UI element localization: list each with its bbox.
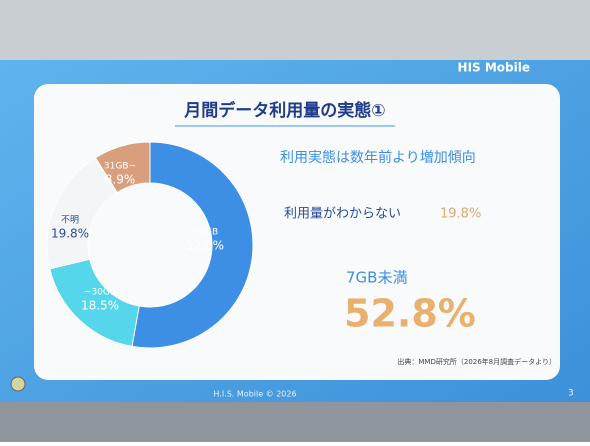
donut-segment <box>94 141 151 194</box>
footer: H.I.S. Mobile © 2026 <box>213 390 296 399</box>
source: 出典：MMD研究所（2026年8月調査データより） <box>397 357 556 366</box>
segment-value: 52.8% <box>186 239 224 253</box>
annotation: 利用量がわからない <box>284 207 401 222</box>
chart-title: 月間データ利用量の実態① <box>183 100 385 121</box>
segment-value: 18.5% <box>81 299 119 313</box>
page-number: 3 <box>568 389 574 399</box>
ceiling <box>0 0 590 62</box>
segment-category: ~7GB <box>192 228 218 238</box>
segment-category: 不明 <box>61 215 79 226</box>
annotation: 52.8% <box>344 292 476 336</box>
annotation: 19.8% <box>440 207 481 222</box>
annotation: 7GB未満 <box>346 269 407 287</box>
donut-segment <box>131 141 254 349</box>
logo: HIS Mobile <box>458 61 530 75</box>
annotation: 利用実態は数年前より増加傾向 <box>280 149 476 166</box>
pen-icon[interactable] <box>10 376 26 392</box>
segment-category: ~30GB <box>84 288 116 298</box>
wall <box>0 402 590 442</box>
segment-category: 31GB~ <box>104 162 136 172</box>
segment-value: 8.9% <box>105 173 136 187</box>
segment-value: 19.8% <box>51 227 89 241</box>
